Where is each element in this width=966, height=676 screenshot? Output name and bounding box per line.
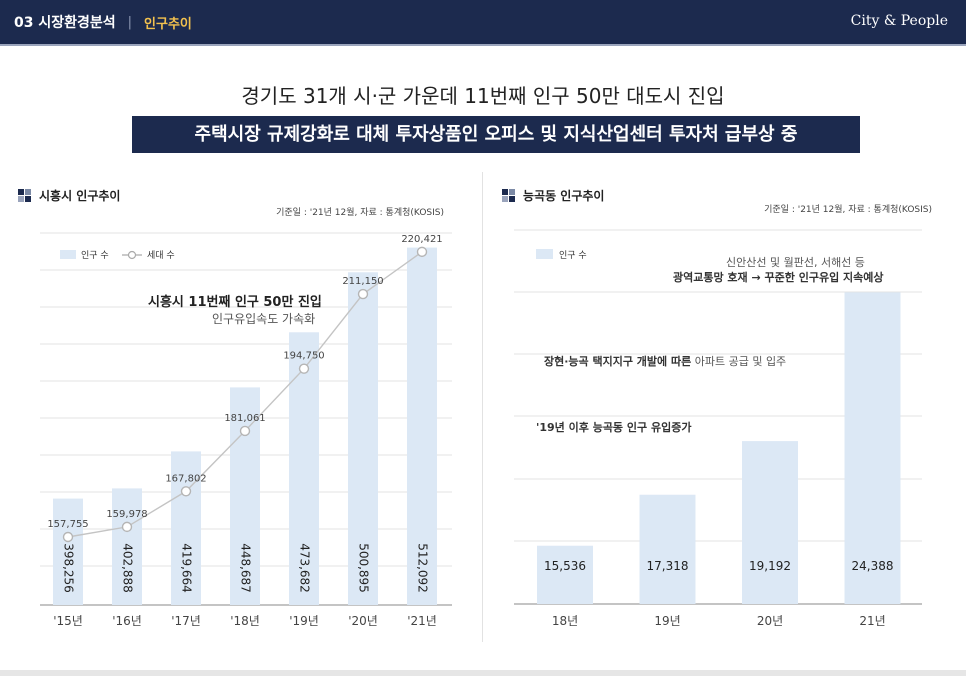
bar <box>844 292 901 604</box>
line-marker <box>180 486 192 497</box>
bar <box>289 332 319 605</box>
line-value-label: 159,978 <box>106 509 147 520</box>
legend-bar-swatch <box>60 250 76 259</box>
right-source-note: 기준일 : '21년 12월, 자료 : 통계청(KOSIS) <box>764 205 932 215</box>
left-panel-title-text: 시흥시 인구추이 <box>39 189 121 203</box>
header-bar: 03 시장환경분석 | 인구추이 City & People <box>0 0 966 44</box>
bar-value-label: 15,536 <box>544 559 586 573</box>
x-tick-label: '19년 <box>289 614 319 628</box>
bar-value-label: 512,092 <box>416 543 430 593</box>
bar-value-label: 448,687 <box>239 543 253 593</box>
right-annotation-3: '19년 이후 능곡동 인구 유입증가 <box>536 419 691 435</box>
bar <box>112 488 142 605</box>
line-marker <box>416 246 428 258</box>
bar-value-label: 419,664 <box>180 543 194 593</box>
legend-line-marker <box>127 250 137 260</box>
right-panel-title-text: 능곡동 인구추이 <box>523 189 605 203</box>
line-value-label: 157,755 <box>47 519 88 530</box>
x-tick-label: 18년 <box>552 614 578 628</box>
x-tick-label: 20년 <box>757 614 783 628</box>
line-value-label: 181,061 <box>224 413 265 424</box>
left-source-note: 기준일 : '21년 12월, 자료 : 통계청(KOSIS) <box>276 208 444 218</box>
line-marker <box>62 531 74 543</box>
x-tick-label: '20년 <box>348 614 378 628</box>
brand-logo: City & People <box>850 13 948 29</box>
x-tick-label: '21년 <box>407 614 437 628</box>
page-headline: 경기도 31개 시·군 가운데 11번째 인구 50만 대도시 진입 <box>241 84 725 108</box>
x-tick-label: 21년 <box>859 614 885 628</box>
right-annotation-3-bold: '19년 이후 능곡동 인구 유입증가 <box>536 421 692 434</box>
left-annotation-sub: 인구유입속도 가속화 <box>212 312 316 326</box>
right-annotation-1-normal: 신안산선 및 월판선, 서해선 등 <box>726 256 865 269</box>
subsection-title: 인구추이 <box>144 16 192 32</box>
right-annotation-1-bold-text: 광역교통망 호재 → 꾸준한 인구유입 지속예상 <box>673 271 884 284</box>
bar <box>171 451 201 605</box>
left-annotation-main: 시흥시 11번째 인구 50만 진입 <box>148 291 322 310</box>
footer-bar <box>0 670 966 676</box>
x-tick-label: 19년 <box>654 614 680 628</box>
headline-banner: 주택시장 규제강화로 대체 투자상품인 오피스 및 지식산업센터 투자처 급부상… <box>132 116 860 153</box>
panel-square-icon <box>18 189 31 202</box>
line-value-label: 194,750 <box>283 351 324 362</box>
line-value-label: 220,421 <box>401 234 442 245</box>
legend-line-label: 세대 수 <box>147 250 175 261</box>
left-annotation-bold: 시흥시 11번째 인구 50만 진입 <box>148 295 322 310</box>
bar-value-label: 473,682 <box>298 543 312 593</box>
line-marker <box>357 288 369 300</box>
legend-bar-swatch <box>536 249 553 259</box>
bar <box>348 272 378 605</box>
section-title: 03 시장환경분석 <box>14 15 116 31</box>
x-tick-label: '16년 <box>112 614 142 628</box>
bar-value-label: 500,895 <box>357 543 371 593</box>
x-tick-label: '18년 <box>230 614 260 628</box>
right-annotation-2-bold: 장현·능곡 택지지구 개발에 따른 <box>544 355 692 368</box>
bar <box>537 545 593 604</box>
bar <box>742 441 798 604</box>
left-panel-title: 시흥시 인구추이 <box>18 187 120 204</box>
x-tick-label: '17년 <box>171 614 201 628</box>
line-marker <box>298 363 310 374</box>
bar-value-label: 17,318 <box>647 559 689 573</box>
panel-divider <box>482 172 483 642</box>
line-value-label: 211,150 <box>342 276 383 287</box>
legend-bar-label: 인구 수 <box>81 250 109 261</box>
right-panel-title: 능곡동 인구추이 <box>502 187 604 204</box>
bar-value-label: 398,256 <box>62 543 76 593</box>
header-divider: | <box>127 14 133 30</box>
legend-bar-label: 인구 수 <box>559 250 587 261</box>
line-marker <box>121 521 133 533</box>
right-annotation-2: 장현·능곡 택지지구 개발에 따른 아파트 공급 및 입주 <box>544 353 786 369</box>
bar <box>230 387 260 605</box>
bar <box>53 498 83 605</box>
bar-value-label: 402,888 <box>121 543 135 593</box>
header-underline <box>0 44 966 46</box>
right-annotation-2-normal: 아파트 공급 및 입주 <box>691 355 787 368</box>
line-value-label: 167,802 <box>165 473 206 484</box>
right-annotation-1-bold: 광역교통망 호재 → 꾸준한 인구유입 지속예상 <box>673 269 884 285</box>
bar-value-label: 19,192 <box>749 559 791 573</box>
bar <box>407 247 437 605</box>
bar <box>639 494 696 604</box>
panel-square-icon <box>502 189 515 202</box>
line-marker <box>239 425 251 437</box>
x-tick-label: '15년 <box>53 614 83 628</box>
bar-value-label: 24,388 <box>852 559 894 573</box>
